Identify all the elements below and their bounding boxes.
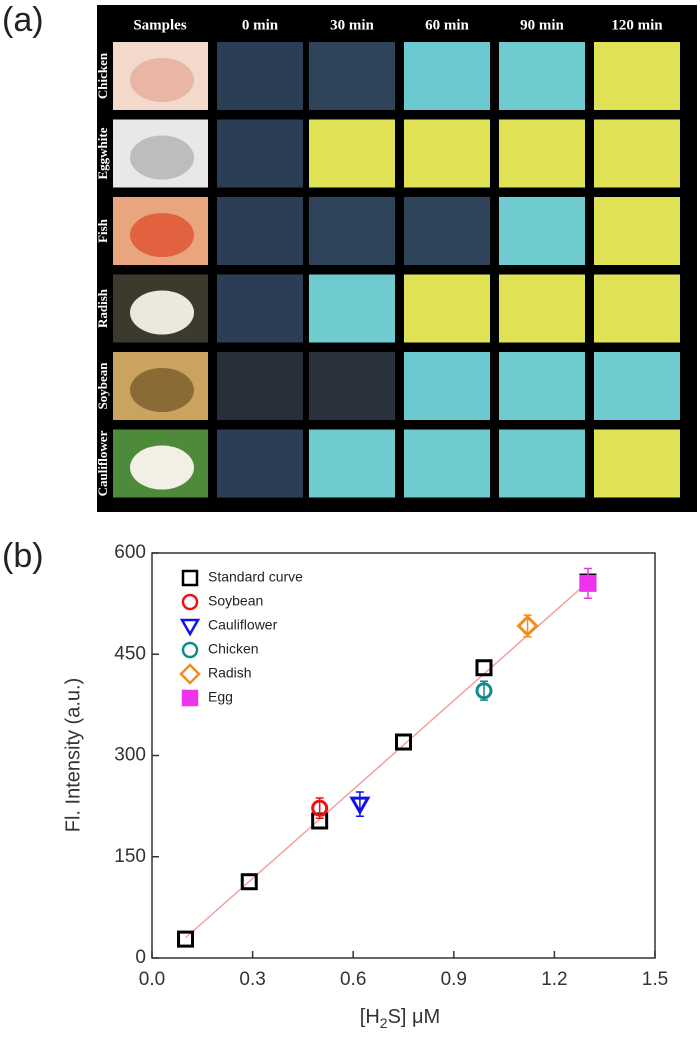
marker [475, 682, 493, 700]
color-cell [594, 274, 680, 343]
sample-photo-subject [130, 213, 194, 257]
color-cell [499, 197, 585, 265]
legend-marker [181, 569, 199, 587]
color-cell [309, 197, 395, 265]
sample-photo-subject [130, 445, 194, 490]
sample-photo-subject [130, 58, 194, 102]
marker [579, 574, 597, 592]
legend-label: Soybean [208, 593, 263, 609]
color-cell [309, 429, 395, 498]
row-label: Cauliflower [95, 430, 110, 496]
y-axis-label: Fl. Intensity (a.u.) [62, 678, 84, 833]
y-tick-label: 600 [114, 542, 146, 563]
marker [240, 873, 258, 891]
row-label: Radish [95, 288, 110, 328]
color-cell [594, 119, 680, 188]
panel-label: (b) [2, 537, 44, 575]
marker [395, 733, 412, 751]
sample-photo-subject [130, 290, 194, 335]
color-cell [309, 42, 395, 110]
column-header: 30 min [330, 17, 374, 33]
x-tick-label: 0.3 [239, 969, 265, 990]
x-tick-label: 0.0 [139, 969, 165, 990]
color-cell [499, 352, 585, 420]
column-header: 0 min [242, 17, 279, 33]
marker [475, 659, 493, 677]
color-cell [217, 42, 303, 110]
color-cell [499, 429, 585, 498]
marker [311, 799, 329, 817]
color-cell [309, 274, 395, 343]
row-label: Soybean [95, 362, 110, 410]
color-cell [309, 352, 395, 420]
x-tick-label: 0.9 [441, 969, 467, 990]
color-cell [217, 274, 303, 343]
color-cell [217, 119, 303, 188]
row-label: Chicken [95, 52, 110, 99]
color-cell [594, 352, 680, 420]
color-cell [217, 429, 303, 498]
legend-label: Egg [208, 689, 233, 705]
x-label-part: [H [360, 1006, 380, 1028]
color-cell [404, 429, 490, 498]
y-tick-label: 450 [114, 643, 146, 664]
color-cell [404, 197, 490, 265]
y-tick-label: 0 [135, 947, 146, 968]
x-label-part: 2 [380, 1015, 388, 1031]
legend-label: Radish [208, 665, 252, 681]
y-tick-label: 150 [114, 846, 146, 867]
column-header: 90 min [520, 17, 564, 33]
legend-marker [181, 641, 199, 659]
color-cell [499, 42, 585, 110]
x-label-part: S] μM [388, 1006, 441, 1028]
sample-photo-subject [130, 368, 194, 412]
color-cell [309, 119, 395, 188]
column-header: Samples [133, 17, 187, 33]
column-header: 60 min [425, 17, 469, 33]
legend-label: Cauliflower [208, 617, 278, 633]
color-cell [594, 197, 680, 265]
color-cell [404, 274, 490, 343]
color-cell [594, 42, 680, 110]
color-cell [499, 119, 585, 188]
marker [177, 930, 195, 948]
plot-frame [151, 552, 656, 959]
column-header: 120 min [611, 17, 663, 33]
color-cell [594, 429, 680, 498]
legend-marker [179, 663, 201, 685]
legend-marker [181, 593, 199, 611]
x-tick-label: 1.5 [642, 969, 668, 990]
legend-marker [179, 618, 201, 637]
color-cell [404, 119, 490, 188]
panel-label: (a) [2, 1, 44, 39]
legend-marker [181, 689, 199, 707]
color-cell [217, 352, 303, 420]
row-label: Fish [95, 218, 110, 243]
color-cell [217, 197, 303, 265]
x-tick-label: 0.6 [340, 969, 366, 990]
color-cell [499, 274, 585, 343]
sample-photo-subject [130, 135, 194, 180]
x-axis-label: [H2S] μM [360, 1006, 440, 1030]
legend-label: Chicken [208, 641, 259, 657]
color-cell [404, 352, 490, 420]
row-label: Eggwhite [95, 127, 110, 179]
y-tick-label: 300 [114, 745, 146, 766]
legend-label: Standard curve [208, 569, 303, 585]
fit-line [185, 581, 589, 939]
color-cell [404, 42, 490, 110]
marker [349, 796, 371, 816]
x-tick-label: 1.2 [541, 969, 567, 990]
marker [516, 614, 539, 638]
